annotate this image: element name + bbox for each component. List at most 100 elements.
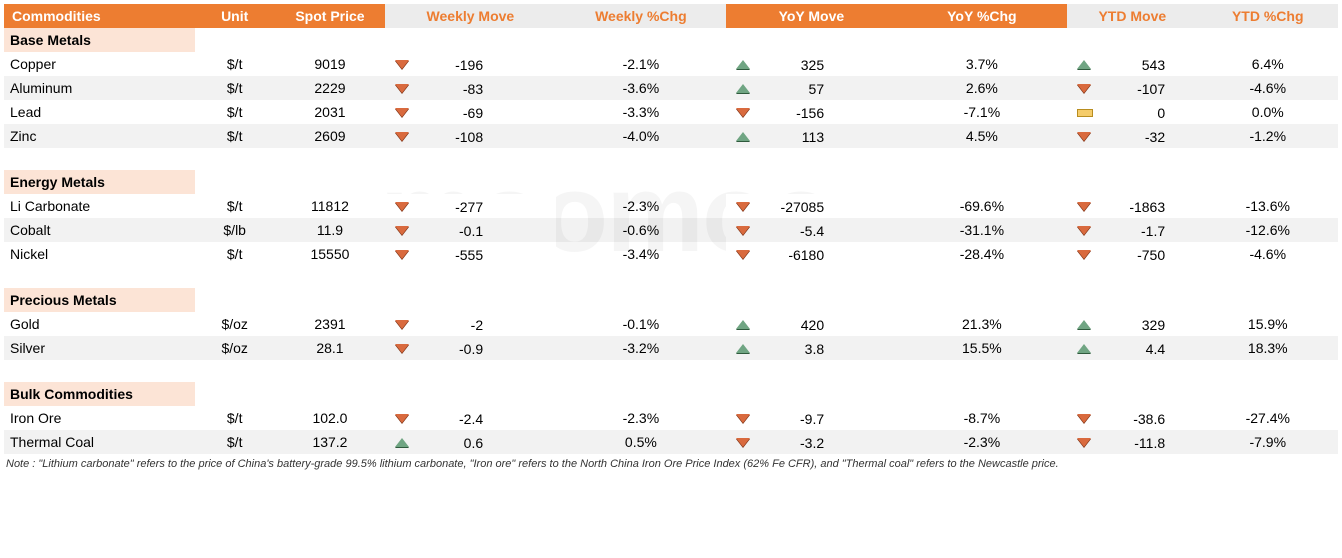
col-header-ypct: YoY %Chg — [897, 4, 1068, 28]
weekly-pct: 0.5% — [556, 430, 727, 454]
up-arrow-icon — [736, 344, 750, 354]
commodity-name: Lead — [4, 100, 195, 124]
move-value: -32 — [1067, 124, 1197, 148]
col-header-tmove: YTD Move — [1067, 4, 1197, 28]
flat-icon — [1077, 108, 1091, 118]
down-arrow-icon — [395, 108, 409, 118]
down-arrow-icon — [736, 226, 750, 236]
down-arrow-icon — [395, 84, 409, 94]
down-arrow-icon — [1077, 250, 1091, 260]
move-value: -11.8 — [1067, 430, 1197, 454]
section-header: Energy Metals — [4, 170, 195, 194]
spot-price: 2609 — [275, 124, 385, 148]
unit: $/t — [195, 406, 275, 430]
weekly-pct: -0.6% — [556, 218, 727, 242]
unit: $/t — [195, 76, 275, 100]
move-value: -3.2 — [726, 430, 897, 454]
spot-price: 9019 — [275, 52, 385, 76]
commodity-name: Gold — [4, 312, 195, 336]
move-value: -2.4 — [385, 406, 556, 430]
section-header: Precious Metals — [4, 288, 195, 312]
spot-price: 2229 — [275, 76, 385, 100]
down-arrow-icon — [736, 250, 750, 260]
table-row: Copper$/t9019-196-2.1%3253.7%5436.4% — [4, 52, 1338, 76]
col-header-commodities: Commodities — [4, 4, 195, 28]
move-value: -0.1 — [385, 218, 556, 242]
section-header: Bulk Commodities — [4, 382, 195, 406]
ytd-pct: 0.0% — [1198, 100, 1338, 124]
move-value: 329 — [1067, 312, 1197, 336]
commodity-name: Li Carbonate — [4, 194, 195, 218]
up-arrow-icon — [736, 84, 750, 94]
down-arrow-icon — [395, 414, 409, 424]
down-arrow-icon — [736, 438, 750, 448]
unit: $/t — [195, 52, 275, 76]
ytd-pct: -1.2% — [1198, 124, 1338, 148]
table-row: Nickel$/t15550-555-3.4%-6180-28.4%-750-4… — [4, 242, 1338, 266]
down-arrow-icon — [736, 202, 750, 212]
ytd-pct: -13.6% — [1198, 194, 1338, 218]
yoy-pct: -69.6% — [897, 194, 1068, 218]
move-value: -5.4 — [726, 218, 897, 242]
yoy-pct: -8.7% — [897, 406, 1068, 430]
move-value: 325 — [726, 52, 897, 76]
commodity-name: Copper — [4, 52, 195, 76]
move-value: -27085 — [726, 194, 897, 218]
footnote: Note : "Lithium carbonate" refers to the… — [4, 454, 1342, 470]
unit: $/t — [195, 100, 275, 124]
down-arrow-icon — [395, 132, 409, 142]
commodity-name: Thermal Coal — [4, 430, 195, 454]
down-arrow-icon — [1077, 438, 1091, 448]
move-value: -9.7 — [726, 406, 897, 430]
down-arrow-icon — [395, 202, 409, 212]
yoy-pct: 15.5% — [897, 336, 1068, 360]
ytd-pct: -4.6% — [1198, 242, 1338, 266]
up-arrow-icon — [1077, 320, 1091, 330]
down-arrow-icon — [1077, 84, 1091, 94]
move-value: 0 — [1067, 100, 1197, 124]
commodities-table: CommoditiesUnitSpot PriceWeekly MoveWeek… — [4, 4, 1338, 454]
down-arrow-icon — [1077, 202, 1091, 212]
ytd-pct: -12.6% — [1198, 218, 1338, 242]
weekly-pct: -3.4% — [556, 242, 727, 266]
table-row: Cobalt$/lb11.9-0.1-0.6%-5.4-31.1%-1.7-12… — [4, 218, 1338, 242]
table-row: Thermal Coal$/t137.20.60.5%-3.2-2.3%-11.… — [4, 430, 1338, 454]
up-arrow-icon — [736, 132, 750, 142]
move-value: -1863 — [1067, 194, 1197, 218]
down-arrow-icon — [736, 108, 750, 118]
move-value: 0.6 — [385, 430, 556, 454]
weekly-pct: -2.1% — [556, 52, 727, 76]
move-value: 113 — [726, 124, 897, 148]
up-arrow-icon — [1077, 60, 1091, 70]
down-arrow-icon — [395, 344, 409, 354]
unit: $/t — [195, 430, 275, 454]
weekly-pct: -3.3% — [556, 100, 727, 124]
down-arrow-icon — [1077, 414, 1091, 424]
up-arrow-icon — [736, 60, 750, 70]
move-value: 4.4 — [1067, 336, 1197, 360]
table-header-row: CommoditiesUnitSpot PriceWeekly MoveWeek… — [4, 4, 1338, 28]
unit: $/oz — [195, 336, 275, 360]
down-arrow-icon — [395, 60, 409, 70]
move-value: 543 — [1067, 52, 1197, 76]
table-body: Base MetalsCopper$/t9019-196-2.1%3253.7%… — [4, 28, 1338, 454]
move-value: -750 — [1067, 242, 1197, 266]
move-value: -2 — [385, 312, 556, 336]
down-arrow-icon — [736, 414, 750, 424]
up-arrow-icon — [395, 438, 409, 448]
yoy-pct: 4.5% — [897, 124, 1068, 148]
move-value: 420 — [726, 312, 897, 336]
table-row: Gold$/oz2391-2-0.1%42021.3%32915.9% — [4, 312, 1338, 336]
move-value: -277 — [385, 194, 556, 218]
commodity-name: Iron Ore — [4, 406, 195, 430]
down-arrow-icon — [395, 250, 409, 260]
table-row: Li Carbonate$/t11812-277-2.3%-27085-69.6… — [4, 194, 1338, 218]
yoy-pct: -7.1% — [897, 100, 1068, 124]
unit: $/t — [195, 124, 275, 148]
move-value: 57 — [726, 76, 897, 100]
ytd-pct: -7.9% — [1198, 430, 1338, 454]
yoy-pct: -28.4% — [897, 242, 1068, 266]
commodity-name: Zinc — [4, 124, 195, 148]
spot-price: 28.1 — [275, 336, 385, 360]
commodity-name: Cobalt — [4, 218, 195, 242]
